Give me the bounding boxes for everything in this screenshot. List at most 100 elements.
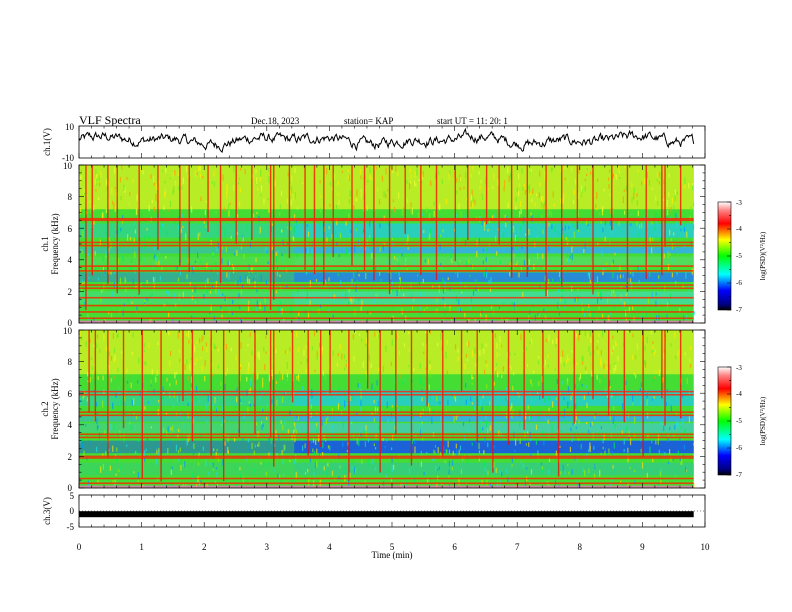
spec-speckle: [255, 169, 257, 174]
spec-band: [79, 462, 295, 476]
spec-speckle: [602, 228, 604, 233]
spec-speckle: [625, 309, 627, 317]
spec-speckle: [209, 462, 211, 466]
spec-speckle: [277, 473, 279, 478]
spec-speckle: [112, 333, 114, 340]
spec-speckle: [205, 225, 207, 228]
spec-speckle: [480, 420, 482, 424]
spec-speckle: [340, 280, 342, 287]
spec-speckle: [420, 450, 422, 457]
spec-speckle: [211, 250, 213, 258]
spec-speckle: [609, 317, 611, 322]
spec-speckle: [408, 348, 411, 352]
spec-speckle: [280, 318, 283, 322]
spec-speckle: [420, 429, 423, 434]
spec-speckle: [298, 311, 300, 317]
spec-speckle: [474, 199, 476, 205]
spec-speckle: [390, 477, 393, 482]
spec-speckle: [575, 456, 577, 463]
spec-speckle: [316, 425, 318, 433]
spec-speckle: [247, 305, 250, 313]
spec-speckle: [601, 313, 604, 319]
spec-speckle: [121, 165, 123, 170]
spec-speckle: [164, 180, 166, 184]
spec-speckle: [186, 443, 188, 446]
spec-speckle: [631, 283, 633, 291]
spec-speckle: [512, 409, 514, 413]
spec-speckle: [662, 451, 664, 454]
spec-speckle: [577, 386, 579, 393]
ch2-spectrogram-panel: 0 2 4 6 8 10 ch.2 Frequency (kHz): [40, 326, 706, 493]
spec-speckle: [401, 252, 403, 257]
spec-speckle: [580, 444, 582, 450]
spec-speckle: [676, 248, 679, 254]
spec-speckle: [487, 228, 489, 232]
ch1-waveform-panel: 10 -10 ch.1(V): [42, 122, 706, 163]
spec-speckle: [495, 362, 498, 366]
spec-speckle: [510, 262, 512, 266]
ch1-waveform-frame: [78, 125, 706, 159]
spec-speckle: [436, 483, 439, 488]
spec-speckle: [394, 256, 396, 260]
spec-speckle: [531, 399, 533, 403]
spec-speckle: [319, 458, 321, 465]
spec-speckle: [264, 297, 266, 304]
spec-speckle: [604, 236, 606, 242]
spec-speckle: [364, 480, 366, 484]
spec-speckle: [249, 379, 252, 387]
spec-speckle: [459, 187, 461, 191]
spec-bottom-band: [79, 320, 694, 323]
spec-speckle: [95, 179, 98, 186]
spec-speckle: [596, 317, 598, 323]
spec-speckle: [551, 167, 553, 170]
spec-speckle: [275, 453, 277, 457]
spec-speckle: [609, 414, 611, 421]
spec-speckle: [143, 342, 145, 348]
spec-speckle: [349, 190, 351, 197]
spec-speckle: [485, 257, 487, 262]
spec-speckle: [276, 270, 279, 277]
spec-speckle: [406, 479, 408, 486]
spec-speckle: [192, 451, 195, 456]
spec-speckle: [436, 296, 438, 303]
spec-speckle: [503, 186, 505, 192]
spec-speckle: [377, 425, 380, 430]
spec-speckle: [392, 305, 395, 309]
spec-speckle: [495, 235, 497, 243]
ch1-cb-tick-5: -5: [736, 252, 742, 260]
spec-speckle: [239, 187, 241, 193]
spec-speckle: [619, 267, 621, 272]
spec-burst: [160, 330, 162, 482]
spec-burst: [498, 165, 500, 245]
spec-speckle: [441, 382, 443, 390]
spec-speckle: [334, 230, 337, 235]
spec-speckle: [330, 387, 332, 393]
ch3-ytick-5: 5: [70, 491, 75, 501]
spec-speckle: [480, 399, 482, 406]
spec-speckle: [436, 482, 438, 488]
spec-burst: [138, 165, 140, 295]
spec-burst: [157, 165, 159, 250]
spec-speckle: [81, 435, 84, 442]
spec-speckle: [455, 414, 457, 421]
spec-speckle: [133, 237, 135, 243]
spec-speckle: [298, 375, 300, 382]
spec-speckle: [441, 266, 443, 272]
spec-speckle: [658, 369, 660, 377]
spec-speckle: [190, 376, 193, 384]
spec-speckle: [553, 203, 556, 207]
spec-speckle: [543, 266, 545, 269]
spec-speckle: [256, 335, 258, 340]
spec-speckle: [498, 430, 500, 436]
spec-speckle: [327, 445, 330, 449]
spec-speckle: [93, 380, 95, 386]
spec-speckle: [600, 426, 602, 430]
spec-speckle: [228, 306, 230, 309]
spec-band: [294, 256, 694, 267]
spec-speckle: [364, 441, 367, 448]
spec-speckle: [437, 447, 439, 454]
spec-speckle: [670, 238, 673, 242]
spec-speckle: [478, 450, 481, 454]
spec-speckle: [208, 207, 210, 210]
spec-speckle: [169, 393, 171, 398]
